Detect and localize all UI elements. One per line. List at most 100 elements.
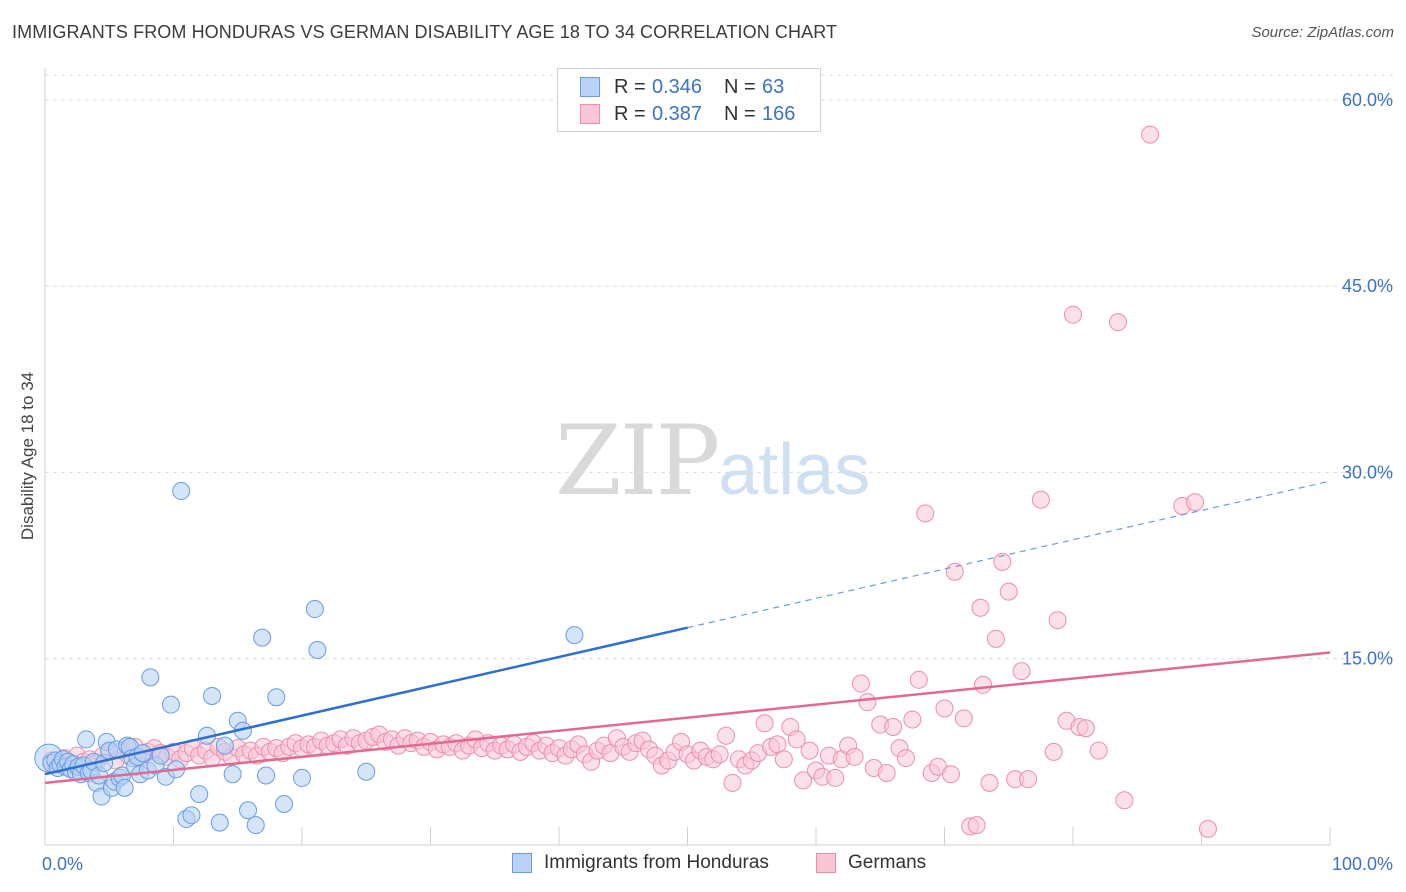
germans-point — [986, 629, 1005, 648]
germans-point — [903, 710, 922, 729]
germans-point — [896, 749, 915, 768]
germans-point — [755, 714, 774, 733]
germans-point — [826, 768, 845, 787]
germans-point — [971, 598, 990, 617]
honduras-point — [161, 695, 180, 714]
r-label: R = — [614, 102, 646, 125]
honduras-legend-swatch — [512, 853, 532, 873]
n-value: 63 — [762, 75, 785, 98]
stats-legend: R = 0.346 N = 63 R = 0.387 N = 166 — [557, 68, 821, 132]
chart-source: Source: ZipAtlas.com — [1251, 24, 1394, 41]
germans-points — [42, 125, 1217, 838]
honduras-point — [275, 795, 294, 814]
watermark: ZIPatlas — [555, 405, 870, 517]
legend-item-germans: Germans — [816, 852, 926, 874]
germans-point — [710, 745, 729, 764]
y-tick-label: 45.0% — [1342, 276, 1393, 296]
germans-point — [967, 816, 986, 835]
grid — [45, 74, 1395, 660]
germans-point — [909, 670, 928, 689]
honduras-point — [239, 801, 258, 820]
honduras-point — [172, 482, 191, 501]
honduras-trend-extension — [687, 480, 1331, 629]
n-label: N = — [724, 75, 756, 98]
germans-point — [877, 763, 896, 782]
germans-point — [974, 675, 993, 694]
honduras-point — [223, 765, 242, 784]
n-value: 166 — [762, 102, 796, 125]
honduras-point — [77, 730, 96, 749]
honduras-point — [190, 785, 209, 804]
germans-point — [1012, 662, 1031, 681]
germans-point — [1019, 770, 1038, 789]
honduras-point — [182, 806, 201, 825]
honduras-trend-line — [44, 626, 688, 776]
trend-lines — [44, 480, 1331, 785]
watermark-atlas: atlas — [718, 430, 871, 510]
honduras-points — [34, 482, 584, 835]
germans-point — [800, 741, 819, 760]
germans-point — [1048, 611, 1067, 630]
germans-point — [1044, 742, 1063, 761]
r-label: R = — [614, 75, 646, 98]
germans-point — [1198, 819, 1217, 838]
germans-point — [717, 726, 736, 745]
chart-title: IMMIGRANTS FROM HONDURAS VS GERMAN DISAB… — [12, 22, 838, 42]
germans-point — [851, 674, 870, 693]
honduras-point — [257, 766, 276, 785]
germans-point — [980, 773, 999, 792]
honduras-point — [246, 816, 265, 835]
r-value: 0.387 — [652, 102, 703, 125]
germans-point — [845, 747, 864, 766]
honduras-point — [305, 600, 324, 619]
germans-point — [1108, 313, 1127, 332]
y-tick-label: 15.0% — [1342, 649, 1393, 669]
tick-labels: 15.0% 30.0% 45.0% 60.0% 0.0% 100.0% — [42, 90, 1393, 874]
honduras-point — [293, 768, 311, 787]
germans-point — [858, 693, 877, 712]
honduras-point — [141, 668, 160, 687]
germans-point — [1089, 741, 1108, 760]
honduras-point — [565, 626, 584, 645]
y-tick-label: 30.0% — [1342, 462, 1393, 482]
stats-legend-row-honduras: R = 0.346 N = 63 — [580, 75, 784, 99]
germans-point — [1031, 490, 1050, 509]
honduras-swatch — [580, 77, 600, 97]
germans-point — [941, 765, 960, 784]
germans-point — [768, 735, 787, 754]
honduras-point — [115, 778, 134, 797]
germans-point — [884, 718, 903, 737]
r-value: 0.346 — [652, 75, 703, 98]
germans-point — [1076, 719, 1095, 738]
honduras-point — [267, 688, 286, 707]
germans-point — [1141, 125, 1160, 144]
germans-point — [1115, 791, 1134, 810]
germans-point — [999, 582, 1018, 601]
germans-swatch — [580, 104, 600, 124]
germans-point — [935, 699, 954, 718]
legend-item-honduras: Immigrants from Honduras — [512, 852, 769, 874]
honduras-point — [357, 762, 376, 781]
germans-point — [1064, 305, 1082, 324]
germans-point — [723, 773, 742, 792]
honduras-point — [308, 641, 327, 660]
legend-label: Germans — [848, 852, 927, 873]
n-label: N = — [724, 102, 756, 125]
y-tick-label: 60.0% — [1342, 90, 1393, 110]
honduras-point — [210, 813, 229, 832]
honduras-point — [215, 736, 234, 755]
x-tick-label-max: 100.0% — [1332, 854, 1393, 874]
germans-trend-line — [44, 651, 1331, 785]
watermark-zip: ZIP — [555, 405, 720, 517]
germans-legend-swatch — [816, 853, 836, 873]
stats-legend-row-germans: R = 0.387 N = 166 — [580, 102, 795, 126]
germans-point — [787, 730, 806, 749]
x-tick-label-min: 0.0% — [42, 854, 83, 874]
legend-label: Immigrants from Honduras — [544, 852, 769, 873]
honduras-point — [203, 686, 222, 705]
germans-point — [916, 504, 935, 523]
germans-point — [1186, 493, 1205, 512]
germans-point — [993, 552, 1012, 571]
germans-point — [774, 750, 793, 769]
